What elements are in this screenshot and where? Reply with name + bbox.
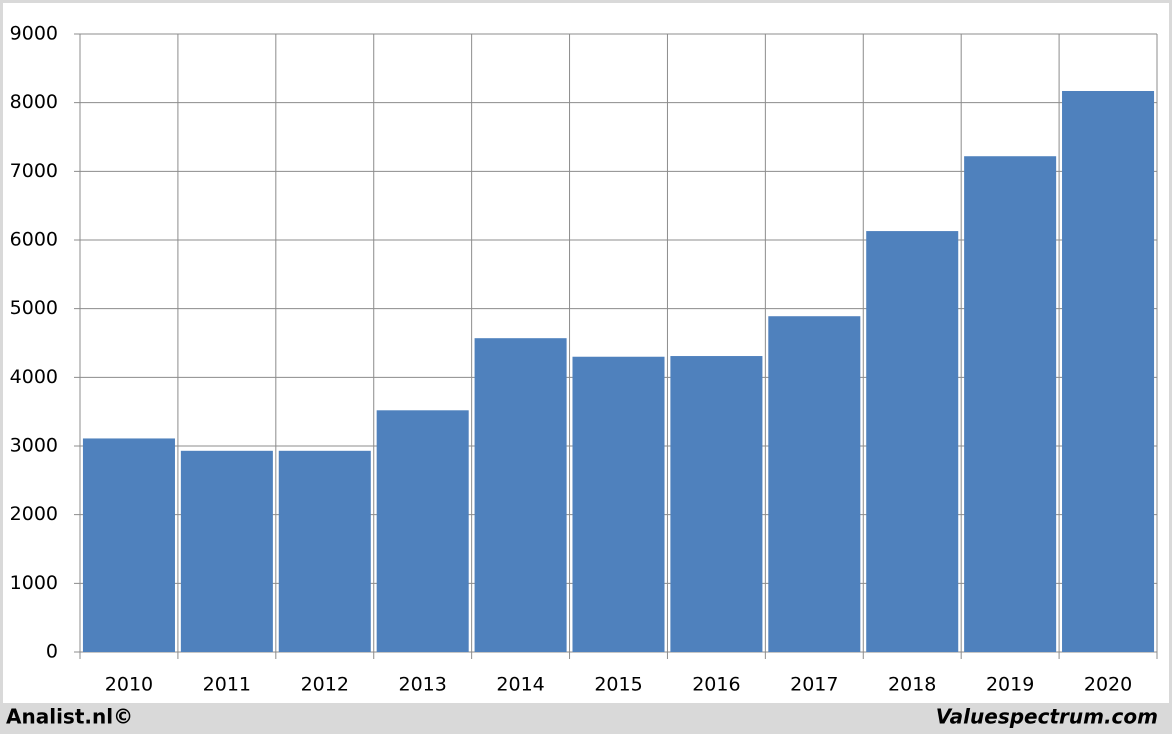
y-tick-label: 7000: [10, 160, 58, 182]
x-tick-label: 2013: [399, 674, 447, 696]
y-tick-label: 9000: [10, 23, 58, 45]
x-tick-label: 2014: [496, 674, 544, 696]
y-tick-label: 6000: [10, 229, 58, 251]
x-tick-label: 2018: [888, 674, 936, 696]
x-tick-label: 2016: [692, 674, 740, 696]
x-tick-label: 2020: [1084, 674, 1132, 696]
x-tick-label: 2015: [594, 674, 642, 696]
bar: [866, 231, 959, 652]
x-tick-label: 2011: [203, 674, 251, 696]
bar: [768, 316, 861, 652]
y-tick-label: 1000: [10, 572, 58, 594]
y-tick-label: 3000: [10, 435, 58, 457]
x-tick-label: 2019: [986, 674, 1034, 696]
x-tick-label: 2010: [105, 674, 153, 696]
x-tick-label: 2012: [301, 674, 349, 696]
x-tick-label: 2017: [790, 674, 838, 696]
y-tick-label: 0: [46, 641, 58, 663]
y-tick-label: 5000: [10, 297, 58, 319]
bar: [278, 450, 371, 652]
y-tick-label: 2000: [10, 503, 58, 525]
y-tick-label: 4000: [10, 366, 58, 388]
bar: [82, 438, 175, 652]
y-tick-label: 8000: [10, 91, 58, 113]
bar: [474, 338, 567, 652]
footer-right: Valuespectrum.com: [936, 705, 1158, 729]
bar: [180, 450, 273, 652]
bar: [964, 156, 1057, 652]
bar: [572, 356, 665, 652]
footer-left: Analist.nl©: [6, 705, 133, 729]
bar: [670, 356, 763, 652]
bar: [376, 410, 469, 652]
bar: [1062, 90, 1155, 652]
